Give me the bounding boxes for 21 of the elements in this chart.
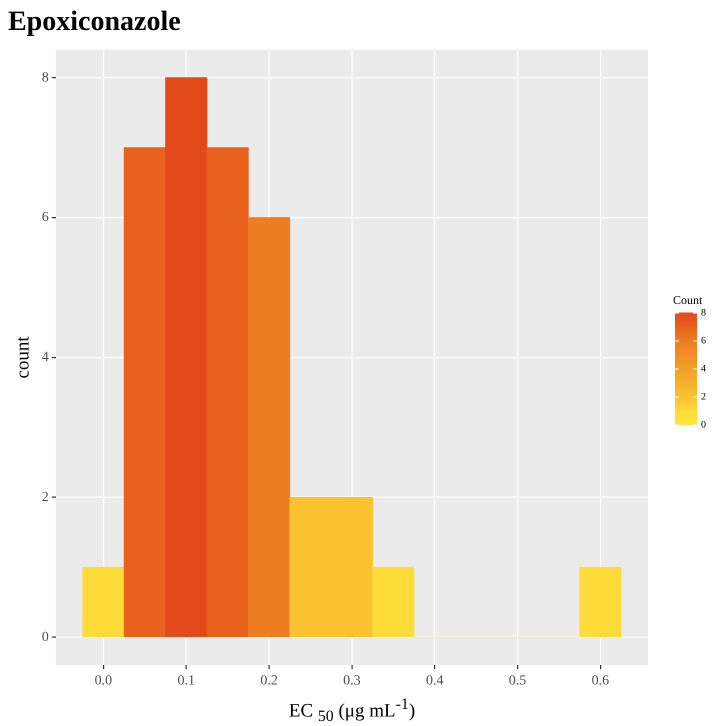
x-tick-label: 0.3 xyxy=(343,673,361,688)
y-tick-label: 6 xyxy=(42,210,49,226)
color-bar-label: 8 xyxy=(701,308,706,319)
x-tick-label: 0.0 xyxy=(94,673,112,688)
color-bar-title: Count xyxy=(673,293,704,308)
y-tick-label: 2 xyxy=(42,490,49,505)
x-tick-label: 0.5 xyxy=(508,673,526,688)
y-tick-label: 8 xyxy=(42,70,49,86)
y-tick-label: 0 xyxy=(42,630,49,645)
color-bar-label: 6 xyxy=(701,336,706,347)
color-bar-label: 4 xyxy=(701,364,706,375)
x-tick-label: 0.2 xyxy=(260,673,278,688)
color-bar-label: 0 xyxy=(701,420,706,431)
x-tick-label: 0.6 xyxy=(592,673,610,688)
x-tick-label: 0.1 xyxy=(178,673,195,688)
y-axis-title: count xyxy=(12,336,34,379)
x-axis-title: EC $_{50}$ (μg mL$^{-1}$) xyxy=(288,696,416,726)
x-tick-label: 0.4 xyxy=(426,673,444,688)
color-bar-label: 2 xyxy=(701,392,706,403)
y-tick-label: 4 xyxy=(42,350,49,366)
chart-title: Epoxiconazole xyxy=(8,6,181,38)
